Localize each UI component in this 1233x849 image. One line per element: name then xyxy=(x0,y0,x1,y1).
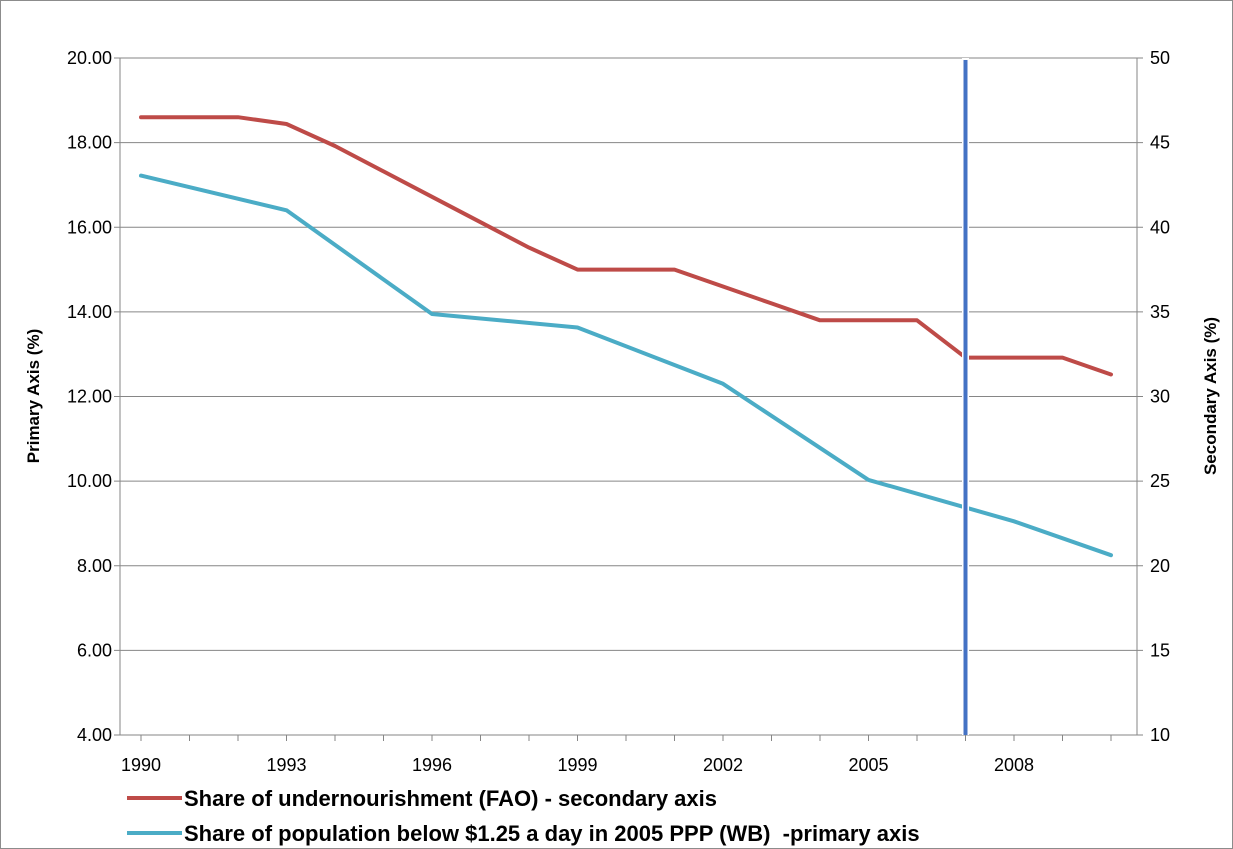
primary-tick-label: 18.00 xyxy=(67,133,112,153)
primary-tick-label: 8.00 xyxy=(77,556,112,576)
secondary-tick-label: 35 xyxy=(1150,302,1170,322)
primary-tick-label: 20.00 xyxy=(67,48,112,68)
axes xyxy=(114,57,1143,741)
gridlines xyxy=(120,57,1137,736)
legend-label-undernourishment: Share of undernourishment (FAO) - second… xyxy=(184,786,717,811)
secondary-tick-label: 45 xyxy=(1150,133,1170,153)
primary-tick-label: 16.00 xyxy=(67,217,112,237)
secondary-tick-label: 50 xyxy=(1150,48,1170,68)
tick-labels: 4.00 6.00 8.00 10.00 12.00 14.00 16.00 18.00 20.… xyxy=(67,48,1170,775)
secondary-tick-label: 25 xyxy=(1150,471,1170,491)
primary-tick-label: 4.00 xyxy=(77,725,112,745)
legend: Share of undernourishment (FAO) - second… xyxy=(127,786,920,846)
series-line-undernourishment xyxy=(139,115,1113,377)
series-line-poverty xyxy=(139,173,1113,558)
legend-label-poverty: Share of population below $1.25 a day in… xyxy=(184,821,920,846)
x-tick-label: 2008 xyxy=(994,755,1034,775)
primary-tick-label: 10.00 xyxy=(67,471,112,491)
x-tick-label: 2002 xyxy=(703,755,743,775)
secondary-tick-label: 40 xyxy=(1150,217,1170,237)
secondary-tick-label: 10 xyxy=(1150,725,1170,745)
secondary-axis-title: Secondary Axis (%) xyxy=(1201,317,1220,475)
primary-tick-label: 12.00 xyxy=(67,387,112,407)
primary-tick-label: 6.00 xyxy=(77,640,112,660)
secondary-tick-label: 20 xyxy=(1150,556,1170,576)
series-lines xyxy=(139,115,1113,558)
x-tick-label: 1990 xyxy=(121,755,161,775)
secondary-tick-label: 15 xyxy=(1150,640,1170,660)
x-tick-label: 1993 xyxy=(266,755,306,775)
x-tick-label: 1996 xyxy=(412,755,452,775)
x-tick-label: 2005 xyxy=(848,755,888,775)
primary-axis-title: Primary Axis (%) xyxy=(24,329,43,463)
x-tick-label: 1999 xyxy=(557,755,597,775)
secondary-tick-label: 30 xyxy=(1150,387,1170,407)
primary-tick-label: 14.00 xyxy=(67,302,112,322)
